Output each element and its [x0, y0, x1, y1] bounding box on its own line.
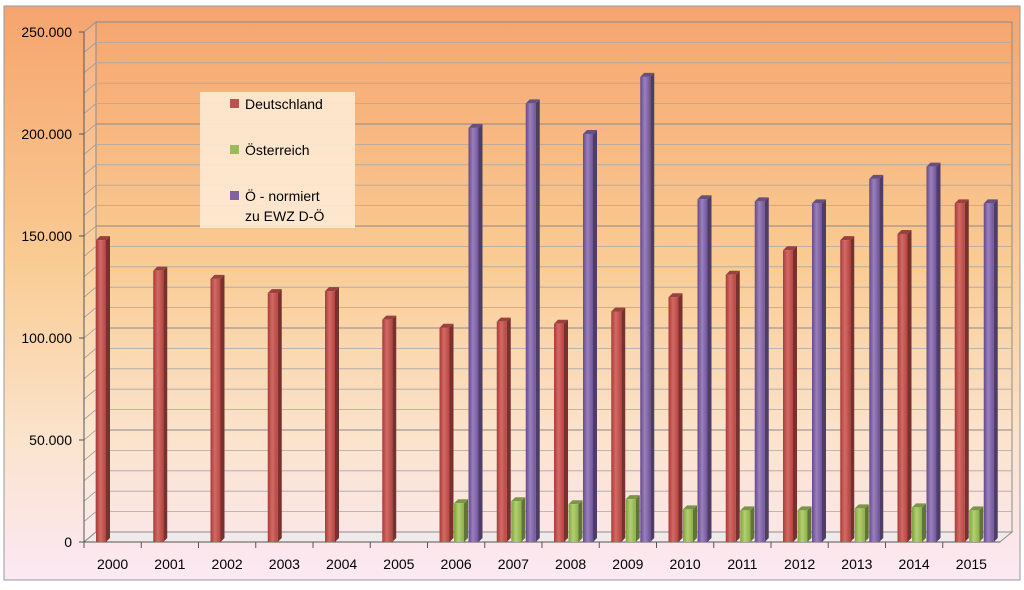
- bar-2-2006: [468, 123, 483, 542]
- y-tick-label: 200.000: [21, 126, 72, 142]
- bar-2-2007: [525, 99, 540, 543]
- bar-2-2008: [583, 130, 597, 542]
- gridline-diagonal: [83, 82, 97, 94]
- bar-2-2010: [697, 195, 712, 542]
- gridline-diagonal: [83, 62, 97, 74]
- legend-swatch: [230, 99, 239, 108]
- x-tick-label: 2004: [326, 556, 357, 572]
- y-tick-label: 150.000: [21, 228, 72, 244]
- bar-1-2011: [740, 506, 755, 542]
- gridline-diagonal: [83, 225, 97, 237]
- bar-1-2009: [625, 495, 640, 542]
- bar-2-2011: [754, 197, 769, 542]
- x-tick-label: 2010: [670, 556, 701, 572]
- y-tick-label: 0: [64, 534, 72, 550]
- gridline-diagonal: [83, 103, 97, 114]
- gridline-diagonal: [83, 21, 97, 33]
- gridline-diagonal: [83, 307, 97, 318]
- x-tick-label: 2009: [612, 556, 643, 572]
- bar-0-2009: [611, 307, 626, 542]
- gridline-diagonal: [83, 470, 97, 482]
- bar-2-2009: [640, 72, 655, 542]
- bar-0-2014: [897, 229, 912, 542]
- side-wall: [83, 20, 97, 544]
- gridline-diagonal: [83, 429, 97, 441]
- x-tick-label: 2000: [97, 556, 128, 572]
- gridline-diagonal: [83, 164, 97, 176]
- legend: Deutschland Österreich Ö - normiert zu EWZ …: [200, 92, 355, 228]
- x-tick-label: 2011: [727, 556, 757, 572]
- bar-0-2000: [96, 236, 110, 542]
- x-tick-label: 2014: [899, 556, 930, 572]
- gridline-diagonal: [83, 246, 97, 257]
- legend-swatch: [230, 145, 239, 154]
- x-tick-label: 2008: [555, 556, 586, 572]
- bar-1-2006: [454, 499, 468, 542]
- gridline-diagonal: [83, 123, 97, 135]
- bar-0-2004: [325, 287, 339, 542]
- gridline-diagonal: [83, 450, 97, 461]
- bar-1-2010: [683, 505, 697, 542]
- bar-1-2007: [511, 497, 526, 542]
- x-tick-label: 2006: [441, 556, 472, 572]
- y-tick-label: 100.000: [21, 330, 72, 346]
- bar-0-2002: [210, 274, 225, 542]
- bar-0-2005: [382, 315, 397, 542]
- x-tick-label: 2012: [784, 556, 815, 572]
- bar-0-2013: [840, 236, 855, 542]
- gridline-diagonal: [83, 327, 97, 339]
- gridline-diagonal: [83, 266, 97, 278]
- gridline-diagonal: [83, 511, 97, 522]
- bar-0-2007: [496, 317, 511, 542]
- bar-0-2015: [954, 199, 969, 543]
- gridline-diagonal: [83, 409, 97, 420]
- bar-0-2012: [783, 246, 797, 542]
- gridline-diagonal: [83, 368, 97, 380]
- legend-box: [200, 92, 355, 228]
- bar-1-2014: [912, 503, 926, 542]
- gridline-diagonal: [83, 184, 97, 196]
- legend-label: Deutschland: [245, 96, 323, 112]
- x-tick-label: 2015: [956, 556, 987, 572]
- x-tick-label: 2007: [498, 556, 529, 572]
- gridline-diagonal: [83, 348, 97, 359]
- x-tick-label: 2005: [383, 556, 414, 572]
- x-tick-label: 2002: [212, 556, 243, 572]
- x-tick-label: 2003: [269, 556, 300, 572]
- bar-0-2001: [153, 266, 168, 542]
- bar-0-2011: [725, 270, 740, 542]
- bar-2-2013: [869, 174, 884, 542]
- bar-0-2008: [554, 319, 568, 542]
- bar-2-2015: [983, 199, 998, 543]
- bar-0-2006: [439, 323, 454, 542]
- bar-2-2012: [812, 199, 826, 543]
- bar-2-2014: [926, 162, 941, 542]
- gridline-diagonal: [83, 490, 97, 502]
- gridline-diagonal: [83, 144, 97, 155]
- bar-0-2010: [668, 293, 683, 542]
- legend-label: Ö - normiert zu EWZ D-Ö: [245, 187, 324, 224]
- bar-1-2012: [797, 506, 812, 542]
- x-tick-label: 2013: [841, 556, 872, 572]
- bar-1-2013: [854, 504, 869, 542]
- axis-labels: 0 50.000 100.000 150.000 200.000 250.000 2000 2…: [21, 24, 987, 572]
- gridline-diagonal: [83, 42, 97, 53]
- gridline-diagonal: [83, 286, 97, 298]
- gridline-diagonal: [83, 388, 97, 400]
- bar-0-2003: [267, 289, 282, 542]
- bars: [96, 72, 998, 543]
- legend-label: Österreich: [245, 141, 310, 158]
- gridline-diagonal: [83, 205, 97, 216]
- legend-swatch: [230, 191, 239, 200]
- y-tick-label: 50.000: [29, 432, 72, 448]
- bar-1-2015: [969, 506, 984, 542]
- y-tick-label: 250.000: [21, 24, 72, 40]
- bar-1-2008: [568, 500, 583, 542]
- x-tick-label: 2001: [154, 556, 185, 572]
